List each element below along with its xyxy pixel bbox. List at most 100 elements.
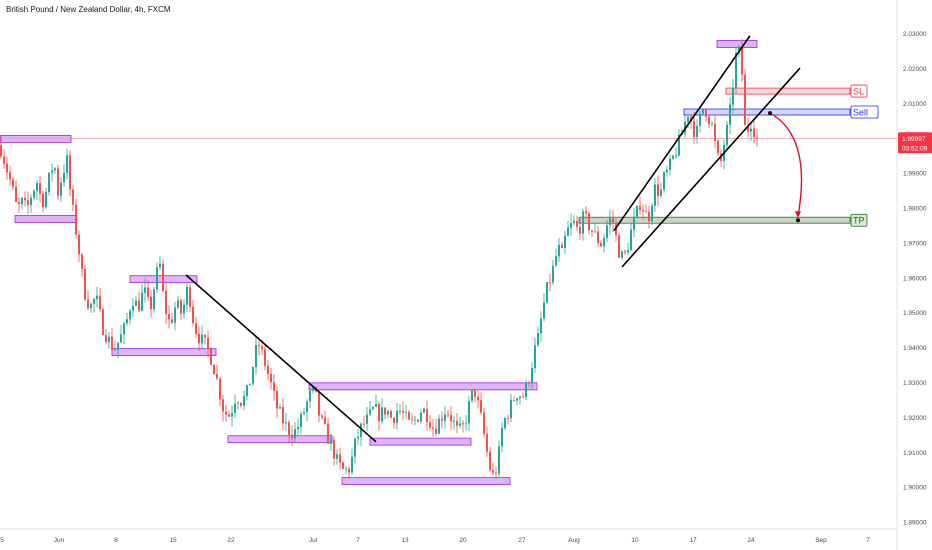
candle <box>678 129 680 157</box>
candle <box>9 165 11 186</box>
candle <box>387 409 389 418</box>
candle <box>159 256 161 271</box>
candle <box>405 404 407 419</box>
price-axis[interactable]: 2.030002.020002.010002.000001.990001.980… <box>898 31 932 527</box>
trendline[interactable] <box>621 67 801 268</box>
sr-zone[interactable] <box>369 437 472 446</box>
sr-zone[interactable] <box>0 134 72 143</box>
candle <box>717 139 719 157</box>
candle <box>513 396 515 402</box>
y-tick-label: 2.02000 <box>903 66 927 73</box>
sr-zone[interactable] <box>227 435 333 444</box>
candle <box>690 115 692 130</box>
sr-zone[interactable] <box>341 477 511 485</box>
candle <box>666 165 668 177</box>
candle <box>750 123 752 141</box>
candle <box>123 321 125 344</box>
candle <box>231 405 233 427</box>
bar-countdown-text: 03:52:09 <box>902 145 928 152</box>
current-price-text: 1.99997 <box>902 136 926 143</box>
candle <box>234 394 236 418</box>
sr-zone[interactable] <box>14 215 77 223</box>
candle <box>375 394 377 408</box>
candle <box>249 383 251 386</box>
candle <box>684 113 686 138</box>
candle <box>582 208 584 241</box>
trendline[interactable] <box>185 274 377 443</box>
candle <box>306 399 308 421</box>
candle <box>69 150 71 197</box>
candle <box>549 273 551 292</box>
candle <box>705 108 707 122</box>
sell-label[interactable]: Sell <box>850 105 879 119</box>
sell-zone[interactable] <box>683 108 851 116</box>
candle <box>183 299 185 319</box>
candle <box>318 391 320 423</box>
candle <box>141 284 143 312</box>
candle <box>348 466 350 479</box>
candle <box>483 408 485 438</box>
candle <box>378 401 380 431</box>
candle <box>474 389 476 403</box>
candle <box>555 248 557 268</box>
candle <box>204 334 206 345</box>
candle <box>225 404 227 423</box>
candle <box>618 232 620 259</box>
candle <box>66 148 68 180</box>
candle <box>6 156 8 180</box>
candle <box>108 332 110 349</box>
candle <box>132 298 134 318</box>
candle <box>657 175 659 206</box>
candle <box>162 259 164 293</box>
trendline[interactable] <box>613 35 751 232</box>
candle <box>198 326 200 352</box>
x-tick-label: Jul <box>309 537 318 544</box>
candle <box>747 117 749 137</box>
candle <box>579 218 581 240</box>
candle <box>105 328 107 345</box>
candle <box>276 386 278 418</box>
candle <box>264 345 266 371</box>
candle <box>327 417 329 444</box>
sr-zone[interactable] <box>111 348 217 357</box>
candle <box>501 422 503 453</box>
candle <box>756 128 758 147</box>
candle <box>171 313 173 324</box>
candle <box>420 409 422 424</box>
candle <box>39 175 41 203</box>
candle <box>534 337 536 373</box>
candle <box>390 409 392 419</box>
candle <box>60 177 62 202</box>
sl-label[interactable]: SL <box>850 84 868 98</box>
time-axis[interactable]: 5 Jun 8 15 22 Jul 7 13 20 27 Aug 10 17 24 Sep 7 <box>0 537 870 544</box>
candle <box>654 177 656 212</box>
candle <box>255 337 257 375</box>
candle <box>597 225 599 248</box>
candle <box>12 177 14 191</box>
candle <box>228 410 230 418</box>
y-tick-label: 1.96000 <box>903 275 927 282</box>
price-pane[interactable]: SL Sell TP <box>0 35 897 485</box>
candle <box>732 78 734 114</box>
y-tick-label: 1.95000 <box>903 310 927 317</box>
sr-zone[interactable] <box>308 382 538 391</box>
tp-label[interactable]: TP <box>850 213 868 227</box>
sr-zone[interactable] <box>716 40 758 48</box>
candle <box>426 400 428 431</box>
tp-zone[interactable] <box>578 216 851 224</box>
candle <box>537 326 539 347</box>
candle <box>612 210 614 233</box>
x-tick-label: 22 <box>227 537 235 544</box>
candle <box>138 291 140 312</box>
candle <box>42 190 44 213</box>
candle <box>267 360 269 381</box>
projection-arrow[interactable] <box>768 111 803 223</box>
candle <box>528 380 530 388</box>
x-tick-label: 24 <box>747 537 755 544</box>
candle <box>585 205 587 220</box>
candle <box>402 401 404 421</box>
sl-zone[interactable] <box>725 87 851 95</box>
candle <box>195 316 197 338</box>
candle <box>135 295 137 307</box>
